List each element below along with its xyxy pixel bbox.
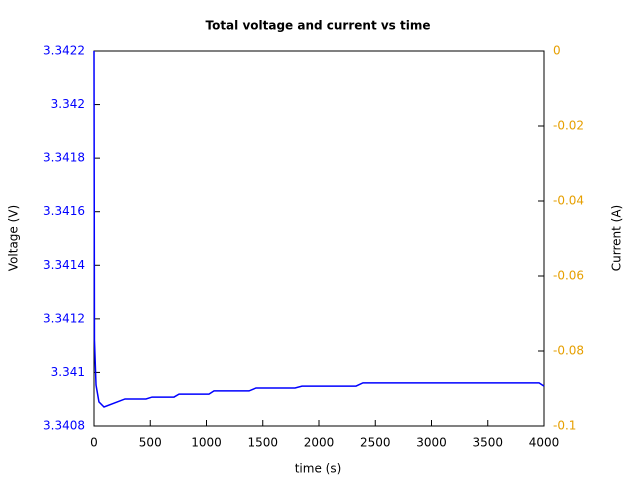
y2-tick-label: -0.1: [553, 419, 576, 433]
x-tick-label: 1500: [247, 436, 278, 450]
x-tick-label: 500: [139, 436, 162, 450]
y2-axis-label: Current (A): [610, 205, 624, 271]
y-axis-label: Voltage (V): [7, 205, 21, 271]
y-tick-label: 3.3412: [43, 311, 85, 325]
y-tick-label: 3.341: [51, 365, 85, 379]
x-tick-label: 2500: [360, 436, 391, 450]
chart-title: Total voltage and current vs time: [205, 19, 430, 33]
x-tick-label: 3000: [416, 436, 447, 450]
y-tick-label: 3.3414: [43, 258, 85, 272]
y-tick-label: 3.3416: [43, 204, 85, 218]
y2-tick-label: 0: [553, 44, 561, 58]
x-tick-label: 3500: [472, 436, 503, 450]
x-tick-label: 4000: [529, 436, 560, 450]
plot-frame: [93, 50, 545, 427]
y2-tick-label: -0.02: [553, 119, 584, 133]
x-tick-label: 1000: [191, 436, 222, 450]
y-tick-label: 3.3422: [43, 44, 85, 58]
y2-tick-label: -0.08: [553, 344, 584, 358]
x-tick-label: 2000: [304, 436, 335, 450]
y-tick-label: 3.3418: [43, 151, 85, 165]
y-tick-label: 3.342: [51, 97, 85, 111]
y2-tick-label: -0.04: [553, 194, 584, 208]
x-axis-label: time (s): [295, 462, 342, 476]
voltage-line: [93, 50, 545, 408]
x-tick-label: 0: [90, 436, 98, 450]
y-tick-label: 3.3408: [43, 419, 85, 433]
y2-tick-label: -0.06: [553, 269, 584, 283]
